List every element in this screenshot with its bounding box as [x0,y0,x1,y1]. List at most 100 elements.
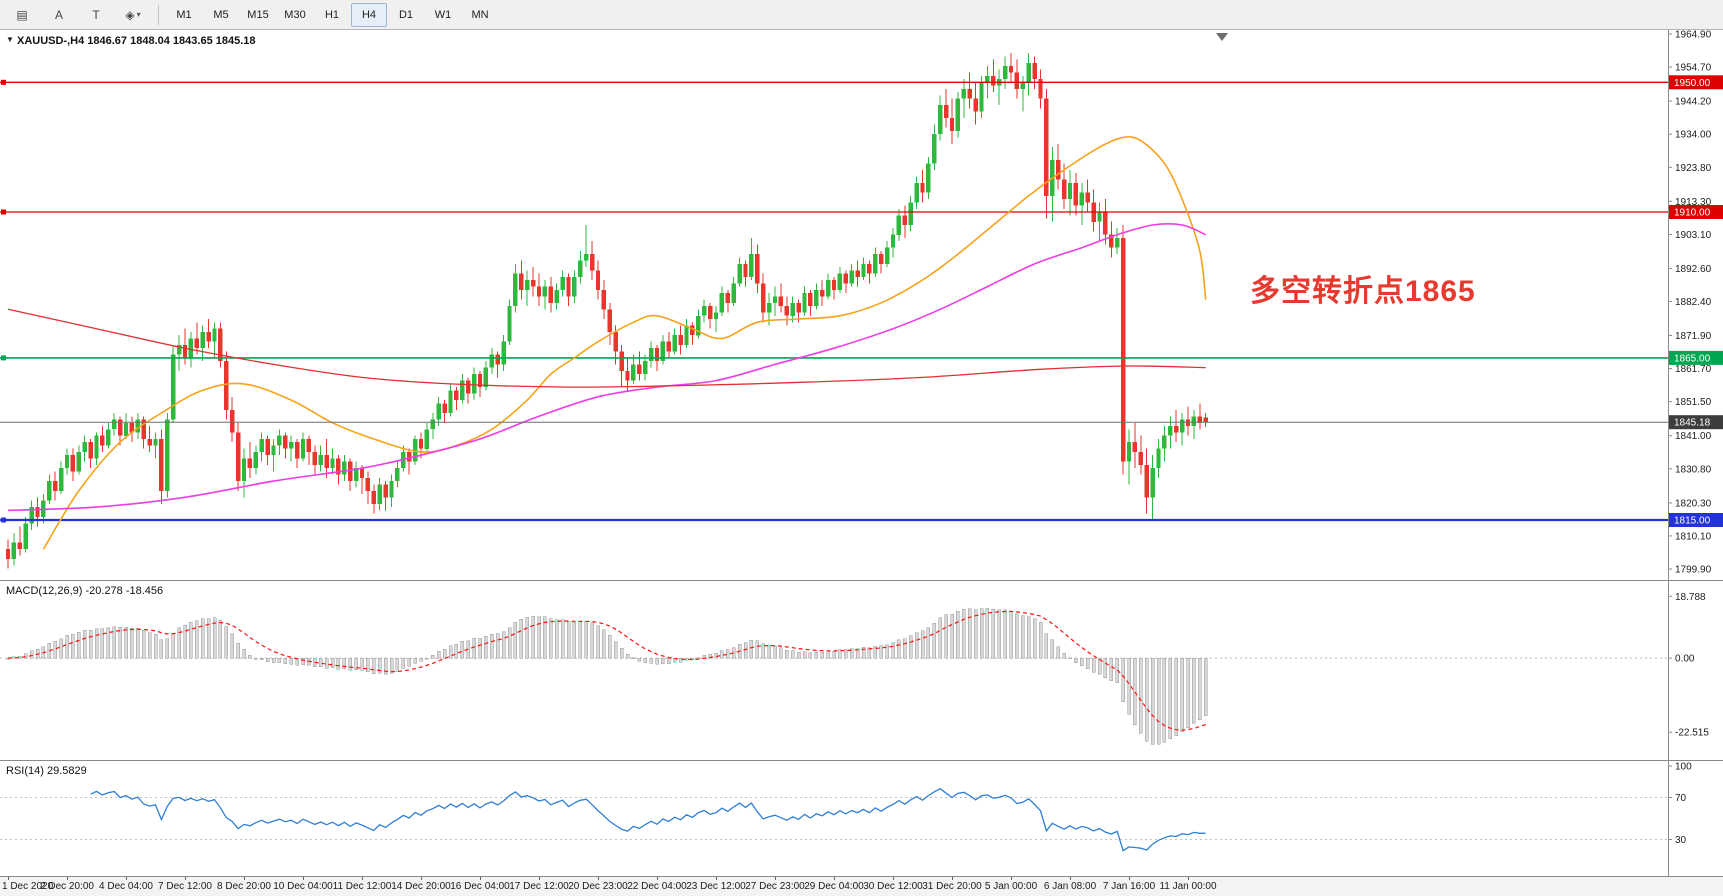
chart-title: ▼ XAUUSD-,H4 1846.67 1848.04 1843.65 184… [6,35,256,47]
timeframe-button-group: M1 M5 M15 M30 H1 H4 D1 W1 MN [166,2,498,27]
svg-text:1861.70: 1861.70 [1675,364,1712,375]
svg-text:1892.60: 1892.60 [1675,264,1712,275]
svg-text:-22.515: -22.515 [1675,728,1709,739]
shapes-tool-icon[interactable]: ◈ ▾ [125,7,141,22]
svg-text:1944.20: 1944.20 [1675,97,1712,108]
time-axis-label: 7 Dec 12:00 [158,881,212,892]
rsi-indicator-label: RSI(14) 29.5829 [6,765,87,777]
chart-symbol-period: XAUUSD-,H4 [16,35,85,47]
price-tag: 1910.00 [1669,205,1723,219]
timeframe-button-m1[interactable]: M1 [176,8,192,21]
svg-text:0.00: 0.00 [1675,654,1695,665]
time-axis[interactable]: 1 Dec 2020 2 Dec 20:00 4 Dec 04:00 7 Dec 12… [0,877,1723,896]
time-tick-mark [952,877,953,880]
price-tag: 1950.00 [1669,75,1723,90]
time-axis-label: 30 Dec 12:00 [863,881,923,892]
svg-text:1903.10: 1903.10 [1675,230,1712,241]
time-tick-mark [244,877,245,880]
time-tick-mark [126,877,127,880]
time-tick-mark [716,877,717,880]
macd-signal-line [7,610,1206,731]
annotation-text[interactable]: 多空转折点1865 [1250,275,1476,308]
time-tick-mark [775,877,776,880]
rsi-line [90,787,1206,852]
hline-1815.00[interactable] [0,517,1668,523]
macd-name: MACD(12,26,9) [6,585,83,597]
price-axis[interactable]: 1964.90 1954.70 1944.20 1934.00 1923.80 1913.… [1668,30,1712,580]
svg-text:1871.90: 1871.90 [1675,331,1712,342]
time-tick-mark [421,877,422,880]
ma-red-slow [7,308,1206,388]
panel-separator [0,876,1723,877]
cursor-tool-icon[interactable]: A [54,7,63,22]
macd-panel[interactable]: 18.788 0.00 -22.515 [0,581,1723,760]
svg-text:18.788: 18.788 [1675,592,1706,603]
timeframe-button-m5[interactable]: M5 [213,8,229,21]
time-tick-mark [1129,877,1130,880]
timeframe-button-d1[interactable]: D1 [398,8,414,21]
main-price-chart[interactable]: 1964.90 1954.70 1944.20 1934.00 1923.80 1913.… [0,30,1723,580]
timeframe-button-mn[interactable]: MN [471,8,489,21]
svg-text:1923.80: 1923.80 [1675,163,1712,174]
time-axis-label: 29 Dec 04:00 [804,881,864,892]
time-axis-label: 4 Dec 04:00 [99,881,153,892]
svg-text:1934.00: 1934.00 [1675,130,1712,141]
rsi-panel[interactable]: 100 70 30 [0,761,1723,876]
timeframe-button-h4[interactable]: H4 [351,2,387,27]
time-tick-mark [1188,877,1189,880]
toolbar-icon-group: ▤ A T ◈ ▾ [4,3,151,27]
svg-text:1841.00: 1841.00 [1675,431,1712,442]
hline-1910.00[interactable] [0,209,1668,215]
svg-text:1830.80: 1830.80 [1675,464,1712,475]
text-tool-icon[interactable]: T [92,7,100,22]
timeframe-button-m15[interactable]: M15 [247,8,269,21]
svg-text:1799.90: 1799.90 [1675,565,1712,576]
time-axis-label: 5 Jan 00:00 [984,881,1038,892]
time-tick-mark [362,877,363,880]
toolbar: ▤ A T ◈ ▾ M1 M5 M15 M30 H1 H4 D1 W1 MN [0,0,1723,30]
chart-shift-marker[interactable] [1216,33,1228,41]
svg-text:100: 100 [1675,762,1692,773]
time-axis-label: 31 Dec 20:00 [922,881,982,892]
time-tick-mark [480,877,481,880]
time-axis-label: 16 Dec 04:00 [450,881,510,892]
time-axis-label: 27 Dec 23:00 [745,881,805,892]
time-tick-mark [834,877,835,880]
svg-text:1845.18: 1845.18 [1674,418,1711,429]
panel-separator[interactable] [0,580,1723,581]
time-axis-label: 17 Dec 12:00 [509,881,569,892]
time-tick-mark [1070,877,1071,880]
hline-1865.00[interactable] [0,355,1668,361]
time-axis-label: 14 Dec 20:00 [391,881,451,892]
ma-magenta-mid [7,223,1207,512]
charts-grid-icon[interactable]: ▤ [16,7,28,22]
macd-values: -20.278 -18.456 [85,585,164,597]
time-axis-label: 11 Jan 00:00 [1159,881,1217,892]
time-tick-mark [303,877,304,880]
price-tag: 1845.18 [1669,415,1723,430]
time-axis-label: 10 Dec 04:00 [273,881,333,892]
svg-text:1865.00: 1865.00 [1674,353,1711,364]
svg-text:1851.50: 1851.50 [1675,397,1712,408]
timeframe-button-h1[interactable]: H1 [324,8,340,21]
time-tick-mark [8,877,9,880]
price-tag: 1865.00 [1669,350,1723,365]
panel-separator[interactable] [0,760,1723,761]
svg-text:1910.00: 1910.00 [1674,208,1711,219]
svg-text:1820.30: 1820.30 [1675,498,1712,509]
time-axis-label: 2 Dec 20:00 [40,881,94,892]
svg-text:1815.00: 1815.00 [1674,516,1711,527]
ma-orange-fast [42,136,1207,550]
hline-1950.00[interactable] [0,79,1668,85]
time-axis-label: 11 Dec 12:00 [332,881,392,892]
chart-title-marker-icon: ▼ [6,35,14,44]
svg-text:1954.70: 1954.70 [1675,63,1712,74]
svg-text:1882.40: 1882.40 [1675,297,1712,308]
timeframe-button-w1[interactable]: W1 [434,8,452,21]
time-axis-label: 6 Jan 08:00 [1043,881,1097,892]
time-tick-mark [185,877,186,880]
timeframe-button-m30[interactable]: M30 [284,8,306,21]
time-tick-mark [1011,877,1012,880]
rsi-name: RSI(14) [6,765,44,777]
